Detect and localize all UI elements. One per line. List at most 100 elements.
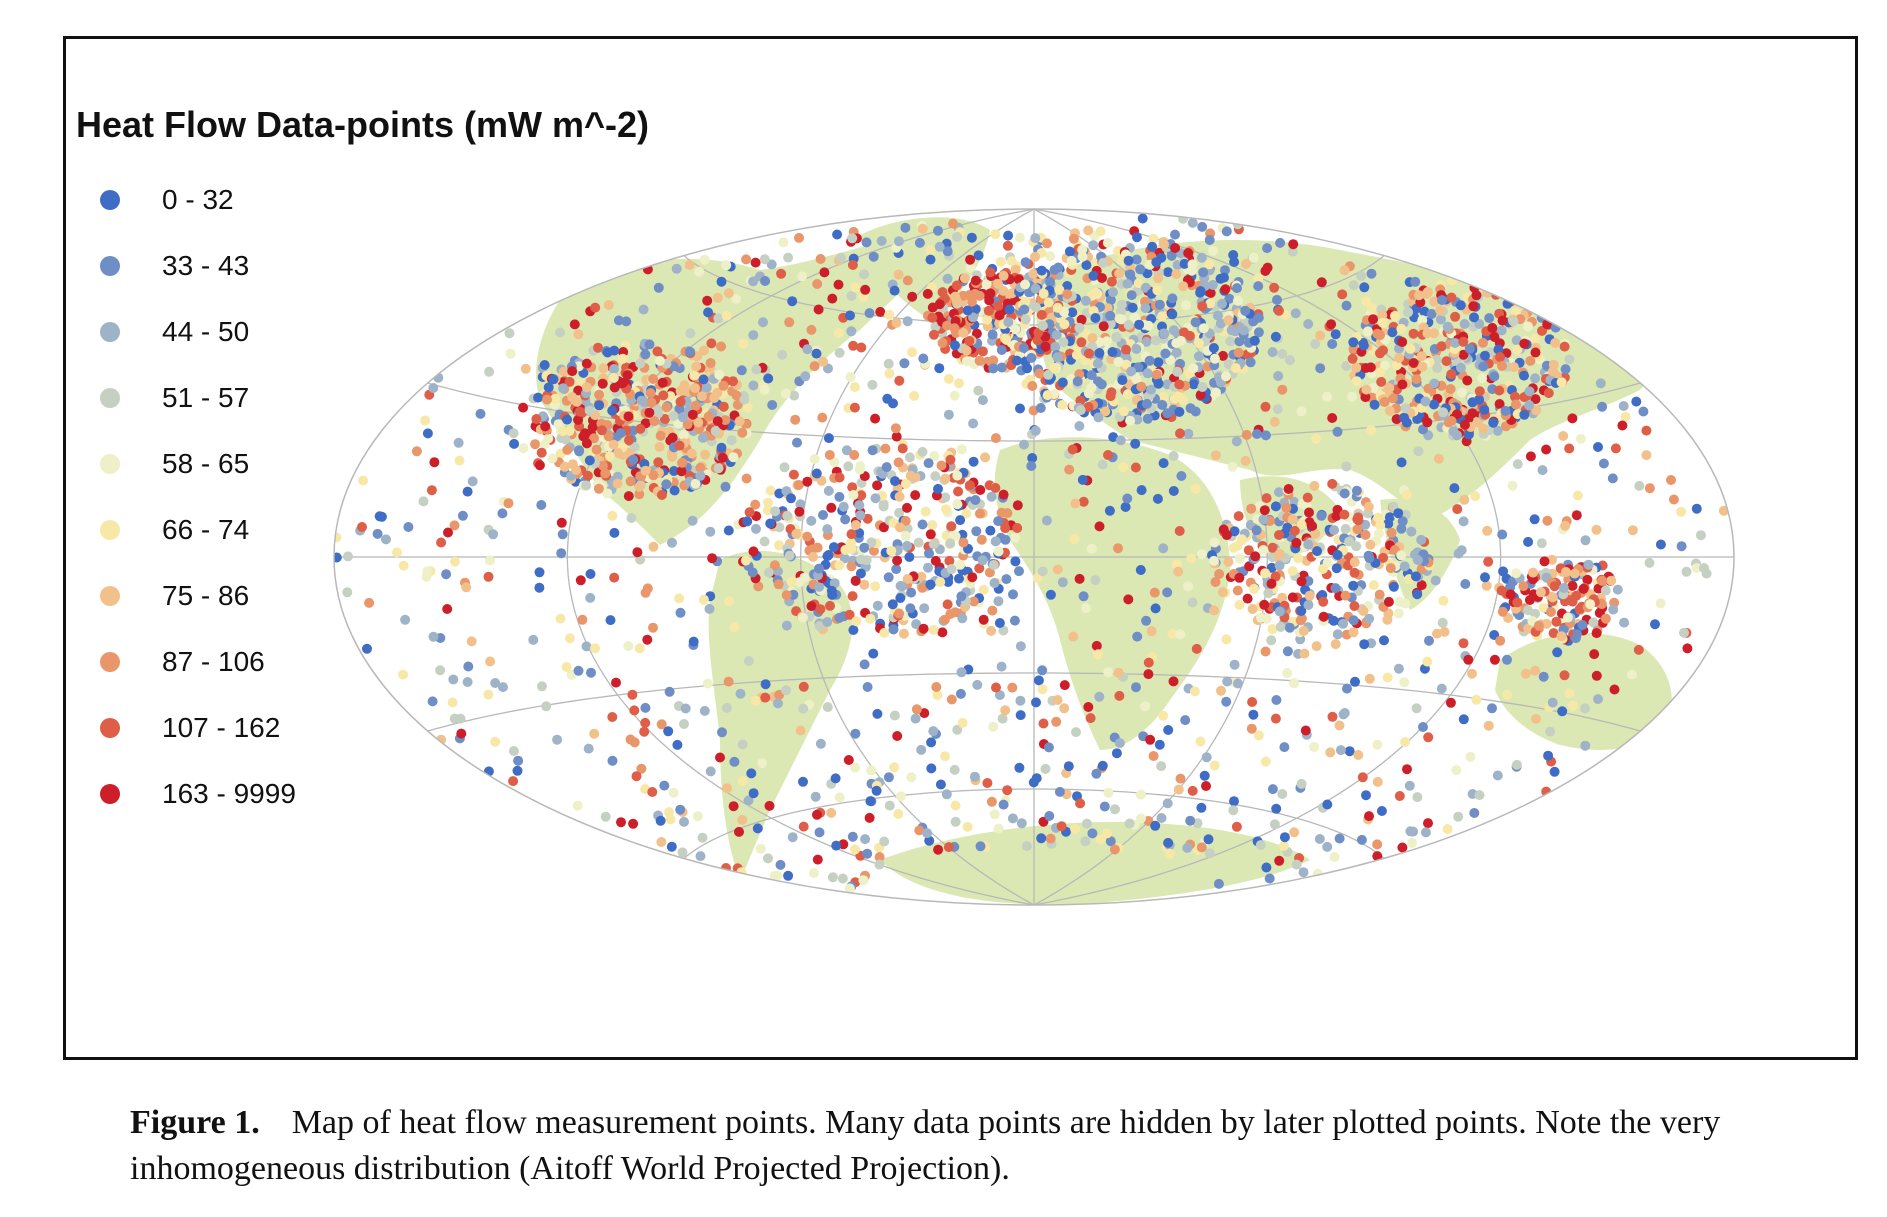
heat-flow-point — [891, 431, 902, 442]
heat-flow-point — [1525, 451, 1536, 462]
heat-flow-point — [1351, 485, 1362, 496]
heat-flow-point — [1282, 668, 1293, 678]
heat-flow-point — [1064, 246, 1075, 257]
heat-flow-point — [1038, 718, 1049, 729]
heat-flow-point — [1185, 403, 1196, 414]
heat-flow-point — [1322, 799, 1333, 810]
heat-flow-point — [1156, 813, 1167, 823]
heat-flow-point — [1420, 396, 1431, 407]
heat-flow-point — [1364, 811, 1374, 822]
heat-flow-point — [1474, 386, 1485, 397]
heat-flow-point — [737, 814, 748, 825]
heat-flow-point — [713, 313, 724, 324]
heat-flow-point — [590, 302, 601, 313]
heat-flow-point — [985, 267, 996, 278]
heat-flow-point — [973, 250, 984, 261]
heat-flow-point — [1482, 525, 1493, 536]
heat-flow-point — [970, 495, 981, 505]
heat-flow-point — [1042, 390, 1053, 401]
heat-flow-point — [1068, 631, 1079, 642]
heat-flow-point — [721, 702, 732, 713]
heat-flow-point — [1505, 589, 1516, 600]
heat-flow-point — [802, 531, 813, 542]
heat-flow-point — [1220, 284, 1231, 295]
heat-flow-point — [1538, 671, 1549, 682]
heat-flow-point — [1251, 525, 1262, 536]
heat-flow-point — [1050, 341, 1061, 352]
heat-flow-point — [812, 809, 822, 820]
heat-flow-point — [1546, 607, 1556, 617]
heat-flow-point — [849, 402, 860, 413]
heat-flow-point — [989, 578, 1000, 588]
heat-flow-point — [704, 603, 715, 614]
heat-flow-point — [902, 540, 912, 551]
heat-flow-point — [534, 567, 545, 578]
heat-flow-point — [1159, 239, 1170, 250]
heat-flow-point — [1062, 281, 1073, 291]
heat-flow-point — [899, 358, 910, 369]
heat-flow-point — [1083, 225, 1094, 236]
heat-flow-point — [942, 599, 953, 610]
heat-flow-point — [1176, 471, 1187, 481]
heat-flow-point — [1036, 833, 1047, 844]
heat-flow-point — [969, 771, 980, 782]
heat-flow-point — [609, 364, 619, 374]
heat-flow-point — [827, 293, 838, 304]
heat-flow-point — [802, 344, 813, 355]
heat-flow-point — [1682, 643, 1693, 654]
heat-flow-point — [1105, 836, 1116, 847]
heat-flow-point — [1523, 536, 1534, 547]
heat-flow-point — [1001, 574, 1012, 585]
heat-flow-point — [562, 444, 573, 455]
heat-flow-point — [1448, 426, 1459, 437]
heat-flow-point — [1103, 787, 1114, 798]
heat-flow-point — [1190, 483, 1201, 494]
heat-flow-point — [1530, 347, 1541, 358]
heat-flow-point — [764, 800, 775, 811]
heat-flow-point — [1498, 566, 1509, 577]
heat-flow-point — [1422, 328, 1433, 339]
heat-flow-point — [1063, 761, 1074, 772]
heat-flow-point — [967, 572, 978, 583]
heat-flow-point — [1597, 401, 1608, 412]
heat-flow-point — [1439, 626, 1450, 637]
heat-flow-point — [498, 682, 508, 693]
heat-flow-point — [1441, 356, 1452, 367]
heat-flow-point — [1535, 587, 1546, 598]
heat-flow-point — [450, 556, 460, 567]
heat-flow-point — [1238, 325, 1249, 336]
heat-flow-point — [703, 307, 714, 318]
heat-flow-point — [1262, 243, 1273, 254]
heat-flow-point — [965, 262, 976, 273]
heat-flow-point — [682, 419, 693, 430]
heat-flow-point — [392, 547, 402, 558]
heat-flow-point — [1469, 808, 1480, 818]
heat-flow-point — [840, 514, 851, 525]
heat-flow-point — [1196, 549, 1207, 560]
heat-flow-point — [1524, 595, 1535, 605]
heat-flow-point — [1655, 539, 1666, 550]
heat-flow-point — [917, 446, 928, 457]
heat-flow-point — [1303, 600, 1314, 610]
heat-flow-point — [1304, 507, 1314, 518]
heat-flow-point — [1148, 751, 1159, 761]
heat-flow-point — [1435, 305, 1445, 316]
heat-flow-point — [977, 346, 988, 357]
heat-flow-point — [952, 470, 963, 481]
heat-flow-point — [800, 371, 811, 382]
heat-flow-point — [605, 615, 616, 626]
heat-flow-point — [942, 273, 953, 284]
heat-flow-point — [905, 603, 916, 614]
legend-label: 33 - 43 — [162, 250, 250, 281]
heat-flow-point — [1394, 791, 1405, 801]
heat-flow-point — [1129, 312, 1140, 323]
heat-flow-point — [1701, 568, 1712, 579]
heat-flow-point — [587, 422, 598, 433]
heat-flow-point — [1542, 515, 1553, 526]
heat-flow-point — [955, 559, 966, 570]
heat-flow-point — [991, 682, 1001, 693]
heat-flow-point — [466, 636, 477, 647]
heat-flow-point — [550, 393, 561, 404]
heat-flow-point — [1175, 629, 1186, 640]
heat-flow-point — [1058, 337, 1069, 348]
